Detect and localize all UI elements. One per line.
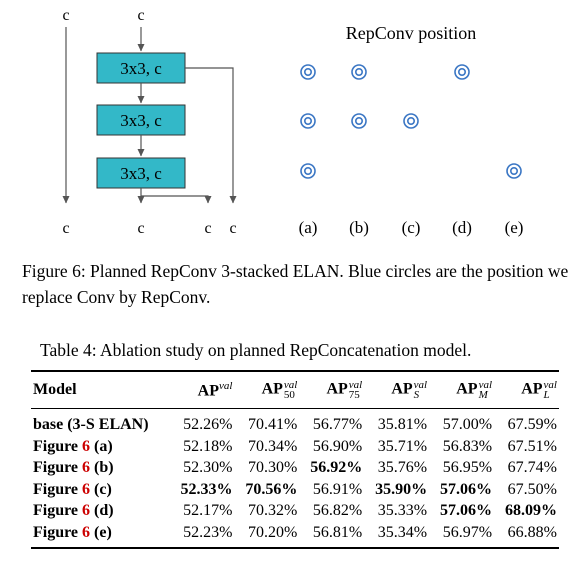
table-row: base (3-S ELAN) 52.26% 70.41% 56.77% 35.… <box>31 409 559 436</box>
repconv-circle <box>300 113 316 129</box>
table-row: Figure 6 (e) 52.23% 70.20% 56.81% 35.34%… <box>31 521 559 549</box>
cell-ap: 52.23% <box>169 521 235 549</box>
conv-block-1-label: 3x3, c <box>120 59 162 78</box>
figure-caption: Figure 6: Planned RepConv 3-stacked ELAN… <box>22 261 569 307</box>
variant-label-e: (e) <box>505 218 524 237</box>
row-model-name: Figure 6 (b) <box>33 459 114 476</box>
branch-after-block-1 <box>185 67 237 204</box>
cell-apm: 57.06% <box>440 502 493 519</box>
cell-aps: 35.34% <box>364 521 430 549</box>
cell-ap50: 70.56% <box>245 480 298 498</box>
repconv-circle <box>300 64 316 80</box>
branch-after-block-2 <box>141 195 212 204</box>
row-model-name: Figure 6 (d) <box>33 502 114 519</box>
cell-ap: 52.33% <box>180 480 233 498</box>
output-label-2: c <box>137 220 144 237</box>
cell-aps: 35.81% <box>377 416 428 433</box>
cell-apm: 57.06% <box>440 480 493 498</box>
cell-ap50: 70.20% <box>234 521 300 549</box>
figure-ref-link[interactable]: 6 <box>82 502 91 519</box>
output-label-3: c <box>204 220 211 237</box>
cell-aps: 35.33% <box>377 502 428 519</box>
cell-ap: 52.18% <box>183 437 233 455</box>
cell-ap75: 56.77% <box>312 416 363 433</box>
cell-ap75: 56.81% <box>299 521 365 549</box>
header-ap75: AP val 75 <box>299 370 365 409</box>
repconv-circles <box>300 64 522 179</box>
variant-label-b: (b) <box>349 218 369 237</box>
figure-ref-link[interactable]: 6 <box>82 459 91 476</box>
cell-apl: 68.09% <box>505 502 557 519</box>
table-row: Figure 6 (d) 52.17% 70.32% 56.82% 35.33%… <box>31 500 559 522</box>
cell-ap75: 56.92% <box>310 459 363 476</box>
variant-label-a: (a) <box>299 218 318 237</box>
cell-apm: 57.00% <box>442 416 493 433</box>
table-caption: Table 4: Ablation study on planned RepCo… <box>40 340 472 360</box>
repconv-circle <box>454 64 470 80</box>
cell-ap75: 56.91% <box>312 480 363 498</box>
cell-apl: 67.51% <box>507 437 557 455</box>
cell-ap75: 56.90% <box>312 437 363 455</box>
row-model-name: Figure 6 (e) <box>31 521 170 549</box>
figure-ref-link[interactable]: 6 <box>82 480 91 498</box>
variant-label-d: (d) <box>452 218 472 237</box>
repconv-position-title: RepConv position <box>346 23 477 43</box>
cell-apl: 67.50% <box>507 480 557 498</box>
variant-label-c: (c) <box>402 218 421 237</box>
cell-aps: 35.90% <box>375 480 428 498</box>
header-apl: AP val L <box>494 370 559 409</box>
cell-ap75: 56.82% <box>312 502 363 519</box>
input-label-center: c <box>137 7 144 24</box>
header-apm: AP val M <box>429 370 495 409</box>
ablation-table: Model APval AP val 50 AP val 75 AP val S AP val… <box>31 370 559 549</box>
conv-block-1 <box>96 52 186 84</box>
cell-ap50: 70.32% <box>248 502 298 519</box>
table-row: Figure 6 (b) 52.30% 70.30% 56.92% 35.76%… <box>31 457 559 479</box>
input-label-left: c <box>62 7 69 24</box>
table-row: Figure 6 (a) 52.18% 70.34% 56.90% 35.71%… <box>31 436 559 458</box>
cell-apm: 56.83% <box>442 437 493 455</box>
cell-ap: 52.30% <box>183 459 233 476</box>
conv-block-3-label: 3x3, c <box>120 164 162 183</box>
table-header-row: Model APval AP val 50 AP val 75 AP val S AP val… <box>31 370 559 409</box>
header-aps: AP val S <box>364 370 430 409</box>
cell-ap50: 70.41% <box>248 416 298 433</box>
repconv-circle <box>351 113 367 129</box>
conv-block-2 <box>96 104 186 136</box>
row-model-name: Figure 6 (c) <box>33 480 112 498</box>
table-row: Figure 6 (c) 52.33% 70.56% 56.91% 35.90%… <box>31 479 559 501</box>
header-model: Model <box>31 370 170 409</box>
row-model-name: base (3-S ELAN) <box>33 416 149 433</box>
repconv-circle <box>351 64 367 80</box>
cell-apl: 67.74% <box>507 459 557 476</box>
repconv-circle <box>300 163 316 179</box>
repconv-circle <box>403 113 419 129</box>
header-ap: APval <box>169 370 235 409</box>
header-ap50: AP val 50 <box>234 370 300 409</box>
cell-apl: 66.88% <box>494 521 559 549</box>
conv-block-2-label: 3x3, c <box>120 111 162 130</box>
figure-ref-link[interactable]: 6 <box>82 437 91 455</box>
cell-apm: 56.95% <box>442 459 493 476</box>
output-label-4: c <box>229 220 236 237</box>
cell-ap50: 70.34% <box>248 437 298 455</box>
cell-apl: 67.59% <box>507 416 557 433</box>
output-label-1: c <box>62 220 69 237</box>
conv-block-3 <box>96 157 186 189</box>
cell-aps: 35.76% <box>377 459 428 476</box>
cell-ap: 52.17% <box>183 502 233 519</box>
row-model-name: Figure 6 (a) <box>33 437 113 455</box>
cell-ap: 52.26% <box>183 416 233 433</box>
cell-ap50: 70.30% <box>248 459 298 476</box>
cell-aps: 35.71% <box>377 437 428 455</box>
repconv-elan-diagram: c c 3x3, c 3x3, c 3x3, c c c c c RepConv… <box>62 7 524 237</box>
figure-ref-link[interactable]: 6 <box>82 523 91 541</box>
repconv-circle <box>506 163 522 179</box>
cell-apm: 56.97% <box>429 521 495 549</box>
